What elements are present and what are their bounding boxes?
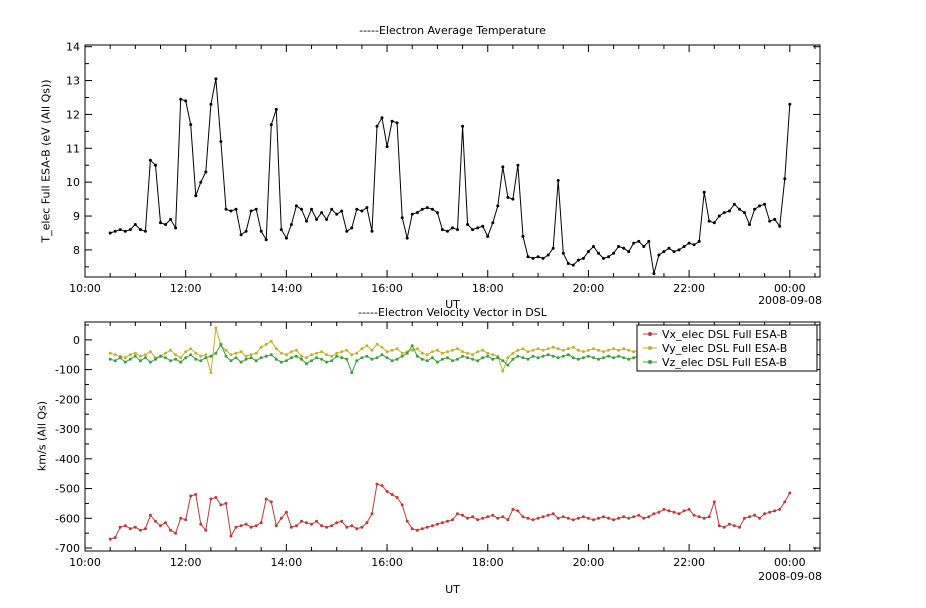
legend-item-vy: Vy_elec DSL Full ESA-B	[643, 342, 787, 355]
legend-label: Vy_elec DSL Full ESA-B	[662, 342, 787, 355]
x-tick-label: 10:00	[69, 556, 101, 569]
y-tick-label: -300	[55, 423, 80, 436]
bottom-panel-xlabel: UT	[445, 583, 460, 596]
y-tick-label: 11	[66, 142, 80, 155]
y-tick-label: -200	[55, 393, 80, 406]
top-panel-date: 2008-09-08	[758, 294, 822, 307]
panel-0: 10:00 12:00 14:00 16:00 18:00 20:00 22:00 00:00…	[66, 41, 821, 295]
x-tick-label: 16:00	[371, 282, 403, 295]
y-tick-label: 12	[66, 108, 80, 121]
panel-1: 10:00 12:00 14:00 16:00 18:00 20:00 22:00 00:00…	[55, 321, 821, 569]
series-vx_elec	[108, 482, 792, 541]
y-tick-label: 14	[66, 41, 80, 54]
axes-0	[84, 45, 820, 277]
legend-item-vx: Vx_elec DSL Full ESA-B	[643, 328, 788, 341]
legend-marker-icon	[648, 332, 652, 336]
y-tick-label: -700	[55, 542, 80, 555]
top-panel-ylabel: T_elec Full ESA-B (eV (All Qs))	[39, 79, 53, 243]
series-t_elec	[108, 77, 792, 276]
x-tick-label: 18:00	[472, 556, 504, 569]
y-tick-label: -100	[55, 364, 80, 377]
y-tick-label: 8	[73, 244, 80, 257]
legend-label: Vz_elec DSL Full ESA-B	[662, 356, 787, 369]
y-tick-label: -600	[55, 512, 80, 525]
top-panel-xlabel: UT	[445, 298, 460, 311]
y-tick-label: -500	[55, 483, 80, 496]
plot-frame	[84, 44, 821, 278]
legend-marker-icon	[648, 360, 652, 364]
y-tick-label: 9	[73, 210, 80, 223]
x-tick-label: 22:00	[673, 282, 705, 295]
x-tick-label: 18:00	[472, 282, 504, 295]
legend-marker-icon	[648, 346, 652, 350]
x-tick-label: 10:00	[69, 282, 101, 295]
x-tick-label: 12:00	[170, 282, 202, 295]
y-tick-label: -400	[55, 453, 80, 466]
legend: Vx_elec DSL Full ESA-BVy_elec DSL Full E…	[636, 324, 818, 372]
x-tick-label: 16:00	[371, 556, 403, 569]
bottom-panel-date: 2008-09-08	[758, 570, 822, 583]
plot-frame	[84, 321, 821, 552]
legend-item-vz: Vz_elec DSL Full ESA-B	[643, 356, 787, 369]
x-tick-label: 20:00	[573, 282, 605, 295]
y-tick-label: 0	[73, 334, 80, 347]
bottom-panel-ylabel: km/s (All Qs)	[35, 400, 49, 472]
x-tick-label: 00:00	[774, 556, 806, 569]
top-panel-title: -----Electron Average Temperature	[359, 24, 546, 37]
y-tick-label: 10	[66, 176, 80, 189]
legend-label: Vx_elec DSL Full ESA-B	[662, 328, 788, 341]
x-tick-label: 14:00	[271, 556, 303, 569]
x-tick-label: 22:00	[673, 556, 705, 569]
x-tick-label: 14:00	[271, 282, 303, 295]
x-tick-label: 12:00	[170, 556, 202, 569]
bottom-panel-title: -----Electron Velocity Vector in DSL	[358, 306, 547, 319]
x-tick-label: 20:00	[573, 556, 605, 569]
x-tick-label: 00:00	[774, 282, 806, 295]
y-tick-label: 13	[66, 75, 80, 88]
